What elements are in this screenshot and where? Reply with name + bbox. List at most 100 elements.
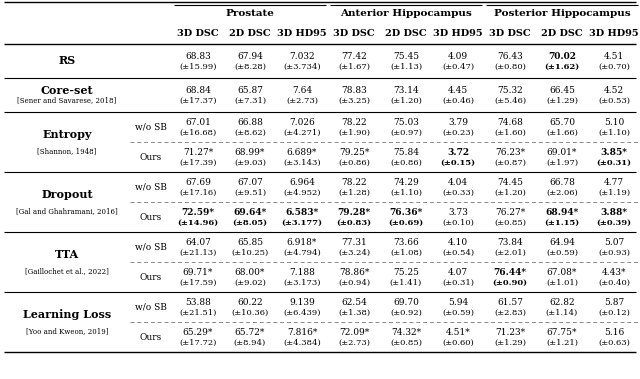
Text: 75.03: 75.03: [393, 118, 419, 127]
Text: (±0.94): (±0.94): [338, 279, 370, 287]
Text: 65.29*: 65.29*: [183, 328, 213, 337]
Text: 61.57: 61.57: [497, 298, 523, 307]
Text: (±0.85): (±0.85): [494, 218, 526, 226]
Text: (±3.143): (±3.143): [283, 158, 321, 166]
Text: 67.69: 67.69: [185, 178, 211, 187]
Text: 67.07: 67.07: [237, 178, 263, 187]
Text: 74.32*: 74.32*: [391, 328, 421, 337]
Text: 74.29: 74.29: [393, 178, 419, 187]
Text: 3D HD95: 3D HD95: [277, 30, 327, 39]
Text: (±0.31): (±0.31): [442, 279, 474, 287]
Text: Posterior Hippocampus: Posterior Hippocampus: [493, 8, 630, 17]
Text: 66.78: 66.78: [549, 178, 575, 187]
Text: 3.88*: 3.88*: [600, 208, 627, 217]
Text: 78.86*: 78.86*: [339, 268, 369, 277]
Text: 4.52: 4.52: [604, 86, 624, 95]
Text: (±1.10): (±1.10): [390, 188, 422, 196]
Text: 77.42: 77.42: [341, 52, 367, 61]
Text: 78.22: 78.22: [341, 178, 367, 187]
Text: 78.22: 78.22: [341, 118, 367, 127]
Text: (±9.02): (±9.02): [234, 279, 266, 287]
Text: (±1.29): (±1.29): [546, 97, 578, 105]
Text: (±3.177): (±3.177): [282, 218, 323, 226]
Text: (±3.173): (±3.173): [284, 279, 321, 287]
Text: 5.16: 5.16: [604, 328, 624, 337]
Text: (±4.952): (±4.952): [284, 188, 321, 196]
Text: (±0.92): (±0.92): [390, 309, 422, 316]
Text: 68.83: 68.83: [185, 52, 211, 61]
Text: Ours: Ours: [140, 213, 162, 221]
Text: 67.08*: 67.08*: [547, 268, 577, 277]
Text: (±1.90): (±1.90): [338, 128, 370, 136]
Text: 3D HD95: 3D HD95: [589, 30, 639, 39]
Text: (±0.70): (±0.70): [598, 63, 630, 71]
Text: Dropout: Dropout: [41, 189, 93, 200]
Text: (±1.08): (±1.08): [390, 248, 422, 257]
Text: 53.88: 53.88: [185, 298, 211, 307]
Text: (±0.15): (±0.15): [440, 158, 476, 166]
Text: 69.01*: 69.01*: [547, 148, 577, 157]
Text: 4.07: 4.07: [448, 268, 468, 277]
Text: (±0.53): (±0.53): [598, 97, 630, 105]
Text: 74.68: 74.68: [497, 118, 523, 127]
Text: 3.79: 3.79: [448, 118, 468, 127]
Text: 79.25*: 79.25*: [339, 148, 369, 157]
Text: 64.07: 64.07: [185, 238, 211, 247]
Text: 7.032: 7.032: [289, 52, 315, 61]
Text: 68.94*: 68.94*: [545, 208, 579, 217]
Text: 68.84: 68.84: [185, 86, 211, 95]
Text: 76.44*: 76.44*: [493, 268, 527, 277]
Text: (±8.28): (±8.28): [234, 63, 266, 71]
Text: (±0.39): (±0.39): [596, 218, 632, 226]
Text: w/o SB: w/o SB: [135, 302, 167, 312]
Text: (±8.94): (±8.94): [234, 338, 266, 346]
Text: 3D HD95: 3D HD95: [433, 30, 483, 39]
Text: (±0.46): (±0.46): [442, 97, 474, 105]
Text: (±2.06): (±2.06): [546, 188, 578, 196]
Text: (±9.03): (±9.03): [234, 158, 266, 166]
Text: 7.64: 7.64: [292, 86, 312, 95]
Text: 7.816*: 7.816*: [287, 328, 317, 337]
Text: (±0.59): (±0.59): [442, 309, 474, 316]
Text: 3D DSC: 3D DSC: [177, 30, 219, 39]
Text: 69.64*: 69.64*: [234, 208, 267, 217]
Text: (±1.41): (±1.41): [390, 279, 422, 287]
Text: (±0.83): (±0.83): [337, 218, 371, 226]
Text: 79.28*: 79.28*: [337, 208, 371, 217]
Text: (±0.86): (±0.86): [338, 158, 370, 166]
Text: 3.85*: 3.85*: [600, 148, 627, 157]
Text: 3D DSC: 3D DSC: [333, 30, 375, 39]
Text: (±2.83): (±2.83): [494, 309, 526, 316]
Text: (±0.40): (±0.40): [598, 279, 630, 287]
Text: (±17.16): (±17.16): [179, 188, 217, 196]
Text: Anterior Hippocampus: Anterior Hippocampus: [340, 8, 472, 17]
Text: 74.45: 74.45: [497, 178, 523, 187]
Text: (±21.13): (±21.13): [179, 248, 217, 257]
Text: 67.75*: 67.75*: [547, 328, 577, 337]
Text: 2D DSC: 2D DSC: [541, 30, 583, 39]
Text: 75.25: 75.25: [393, 268, 419, 277]
Text: 64.94: 64.94: [549, 238, 575, 247]
Text: 75.32: 75.32: [497, 86, 523, 95]
Text: (±2.01): (±2.01): [494, 248, 526, 257]
Text: 6.918*: 6.918*: [287, 238, 317, 247]
Text: (±1.29): (±1.29): [494, 338, 526, 346]
Text: (±4.384): (±4.384): [283, 338, 321, 346]
Text: 73.84: 73.84: [497, 238, 523, 247]
Text: 72.09*: 72.09*: [339, 328, 369, 337]
Text: (±0.85): (±0.85): [390, 338, 422, 346]
Text: 4.10: 4.10: [448, 238, 468, 247]
Text: (±0.90): (±0.90): [493, 279, 527, 287]
Text: [Gaillochet et al., 2022]: [Gaillochet et al., 2022]: [25, 267, 109, 275]
Text: 4.51: 4.51: [604, 52, 624, 61]
Text: [Shannon, 1948]: [Shannon, 1948]: [37, 147, 97, 155]
Text: 5.10: 5.10: [604, 118, 624, 127]
Text: w/o SB: w/o SB: [135, 183, 167, 191]
Text: 72.59*: 72.59*: [182, 208, 214, 217]
Text: (±0.69): (±0.69): [388, 218, 424, 226]
Text: (±1.20): (±1.20): [494, 188, 526, 196]
Text: 71.27*: 71.27*: [183, 148, 213, 157]
Text: (±10.36): (±10.36): [232, 309, 269, 316]
Text: 7.026: 7.026: [289, 118, 315, 127]
Text: (±14.96): (±14.96): [177, 218, 219, 226]
